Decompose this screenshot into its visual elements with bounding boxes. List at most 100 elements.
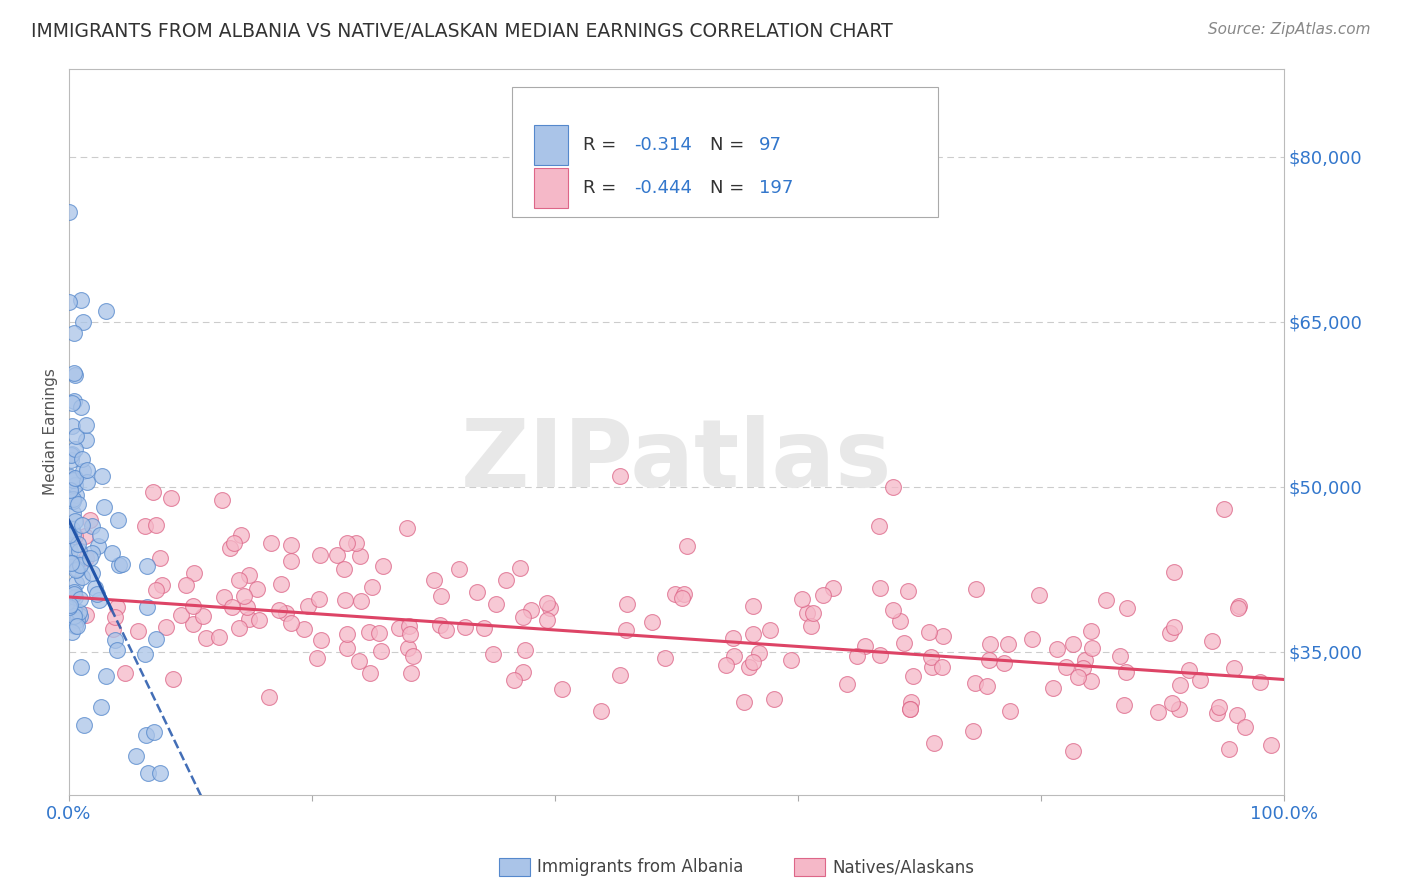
Point [977,653,1000,667]
Point [135,728,157,742]
Text: Natives/Alaskans: Natives/Alaskans [832,858,974,876]
Point [1042,681,1064,696]
Point [1114,698,1136,713]
Point [512,665,534,679]
Point [368,626,391,640]
Point [326,548,349,562]
Point [399,627,422,641]
Point [502,673,524,688]
Point [614,624,637,638]
Point [235,600,257,615]
Point [218,541,240,556]
Point [62,493,84,508]
Point [1226,708,1249,723]
Point [114,665,136,680]
Point [1213,501,1236,516]
Point [60,395,83,409]
Point [76,463,98,477]
Point [58,539,80,553]
Text: -0.314: -0.314 [634,136,692,153]
Point [145,632,167,647]
Point [920,650,942,665]
FancyBboxPatch shape [512,87,938,218]
Point [1227,599,1250,613]
Point [922,735,945,749]
Point [738,660,761,674]
Point [1056,660,1078,674]
Point [1062,743,1084,757]
Text: N =: N = [710,136,751,153]
Point [308,548,330,562]
Point [1163,620,1185,634]
Point [869,518,891,533]
FancyBboxPatch shape [534,125,568,165]
Text: ZIPatlas: ZIPatlas [461,415,891,507]
Point [65,563,87,577]
Point [1080,624,1102,638]
Point [149,766,172,780]
Point [67,537,90,551]
Point [396,641,419,656]
Point [60,470,83,484]
Point [136,600,159,615]
Point [59,453,82,467]
Point [763,691,786,706]
Point [976,679,998,693]
Point [1168,702,1191,716]
Point [86,587,108,601]
Point [1080,673,1102,688]
Point [62,394,84,409]
Point [63,584,86,599]
Point [349,549,371,563]
Point [66,619,89,633]
Point [66,562,89,576]
Point [67,543,90,558]
Point [589,704,612,718]
Point [63,529,86,543]
Point [893,635,915,649]
Point [398,619,420,633]
Point [159,491,181,505]
Point [336,536,359,550]
Point [58,528,80,542]
Point [62,608,84,623]
Point [232,590,254,604]
Point [1222,661,1244,675]
Point [89,528,111,542]
Point [759,623,782,637]
Point [63,619,86,633]
Point [80,545,103,559]
Point [1028,588,1050,602]
Point [63,514,86,528]
Point [75,550,97,565]
Point [86,539,108,553]
Point [70,659,93,673]
Point [80,566,103,580]
Point [853,640,876,654]
Point [70,293,93,307]
Point [918,624,941,639]
Point [673,587,696,601]
Point [1046,642,1069,657]
Point [484,598,506,612]
Point [75,418,97,433]
Point [60,522,83,536]
Point [716,657,738,672]
Point [1226,601,1249,615]
Point [60,446,83,460]
Point [127,624,149,638]
Point [72,464,94,478]
Point [183,617,205,632]
Point [1260,739,1282,753]
Point [869,648,891,663]
Point [370,644,392,658]
Point [882,603,904,617]
Point [1189,673,1212,687]
Point [65,556,87,570]
Point [58,610,80,624]
Point [70,569,93,583]
Point [721,631,744,645]
Point [1159,626,1181,640]
Point [247,613,270,627]
Point [257,690,280,704]
